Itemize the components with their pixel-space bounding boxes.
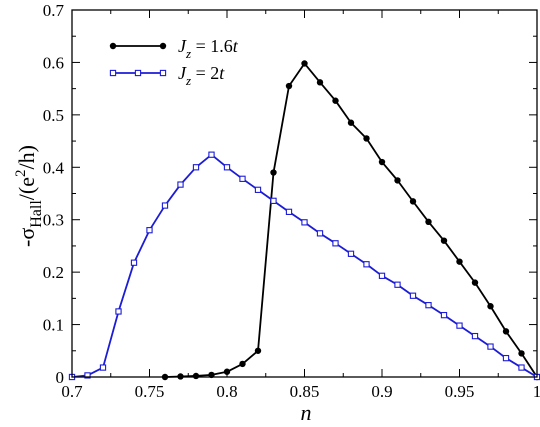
- legend-value: = 2: [191, 63, 219, 83]
- data-point: [254, 347, 262, 354]
- series-1: [161, 60, 540, 381]
- x-tick-label: 0.9: [371, 382, 392, 401]
- y-tick-label: 0.2: [43, 263, 64, 282]
- data-point: [471, 332, 479, 340]
- data-point: [440, 311, 448, 319]
- data-point: [502, 354, 510, 362]
- series-2: [68, 151, 540, 381]
- data-point: [487, 343, 494, 350]
- data-point: [347, 119, 355, 126]
- series-line: [164, 62, 538, 378]
- legend-marker: [109, 69, 117, 77]
- data-point: [363, 261, 370, 268]
- data-point: [332, 240, 339, 247]
- x-tick-label: 0.85: [290, 382, 320, 401]
- data-point: [378, 272, 386, 279]
- data-point: [394, 177, 401, 184]
- data-point: [425, 218, 432, 226]
- ylabel-suffix: /h): [14, 145, 39, 169]
- x-tick-label: 0.7: [61, 382, 83, 401]
- data-point: [316, 230, 324, 237]
- data-point: [363, 135, 370, 142]
- legend-marker: [159, 69, 167, 77]
- legend-subscript: z: [185, 73, 191, 88]
- data-point: [316, 79, 324, 86]
- legend-unit: t: [219, 63, 225, 83]
- y-tick-label: 0.1: [43, 316, 64, 335]
- data-point: [239, 175, 246, 182]
- data-point: [99, 364, 107, 371]
- y-tick-label: 0.4: [43, 158, 65, 177]
- data-point: [440, 237, 448, 244]
- data-point: [285, 208, 293, 215]
- data-point: [425, 302, 432, 309]
- legend-entry-2: Jz = 2t: [109, 63, 225, 88]
- legend-label: Jz = 1.6t: [178, 36, 239, 61]
- data-point: [301, 219, 308, 226]
- data-point: [115, 308, 122, 315]
- y-tick-label: 0.6: [43, 53, 64, 72]
- data-point: [84, 372, 91, 379]
- legend-marker: [109, 42, 117, 50]
- data-point: [409, 198, 417, 205]
- legend-entry-1: Jz = 1.6t: [109, 36, 239, 61]
- data-point: [130, 259, 138, 266]
- data-point: [518, 350, 525, 357]
- data-point: [456, 322, 463, 329]
- data-point: [471, 279, 479, 286]
- data-point: [285, 82, 293, 90]
- legend-label: Jz = 2t: [178, 63, 225, 88]
- data-point: [394, 281, 401, 288]
- legend-marker: [134, 69, 142, 77]
- data-point: [378, 158, 386, 166]
- data-point: [270, 197, 277, 204]
- ylabel-prefix: -σ: [14, 228, 39, 247]
- legend-symbol: J: [178, 36, 187, 56]
- data-point: [177, 181, 184, 188]
- data-point: [208, 151, 215, 158]
- data-point: [146, 227, 153, 234]
- y-tick-label: 0.5: [43, 106, 64, 125]
- data-point: [223, 164, 231, 171]
- data-point: [192, 372, 200, 380]
- data-point: [518, 364, 525, 371]
- data-point: [456, 258, 463, 265]
- data-point: [502, 328, 510, 335]
- data-point: [301, 60, 308, 67]
- data-point: [270, 169, 277, 176]
- x-tick-label: 0.75: [135, 382, 165, 401]
- ylabel-middle: /(e: [14, 177, 39, 200]
- x-axis-label: n: [301, 400, 312, 425]
- plot-area: [68, 60, 540, 381]
- data-point: [409, 292, 417, 299]
- data-point: [332, 97, 339, 104]
- ylabel-superscript: 2: [13, 170, 29, 178]
- data-point: [347, 250, 355, 257]
- legend-subscript: z: [185, 46, 191, 61]
- x-tick-label: 1: [533, 382, 540, 401]
- y-tick-label: 0: [56, 368, 65, 387]
- x-tick-label: 0.8: [216, 382, 237, 401]
- y-tick-label: 0.7: [43, 1, 65, 20]
- y-axis-label: -σHall/(e2/h): [13, 145, 45, 247]
- ylabel-subscript: Hall: [28, 200, 45, 228]
- data-point: [239, 360, 246, 368]
- axes: 0.7 0.75 0.8 0.85 0.9 0.95 1 0 0.1 0.2 0.3 0.4 0.5 0.…: [43, 1, 540, 401]
- legend-marker: [159, 42, 167, 50]
- y-tick-label: 0.3: [43, 211, 64, 230]
- data-point: [192, 164, 200, 171]
- x-tick-label: 0.95: [445, 382, 475, 401]
- series-line: [71, 153, 538, 378]
- data-point: [254, 186, 262, 193]
- legend-symbol: J: [178, 63, 187, 83]
- legend-value: = 1.6: [191, 36, 233, 56]
- data-point: [487, 303, 494, 310]
- legend-unit: t: [233, 36, 239, 56]
- data-point: [161, 202, 169, 209]
